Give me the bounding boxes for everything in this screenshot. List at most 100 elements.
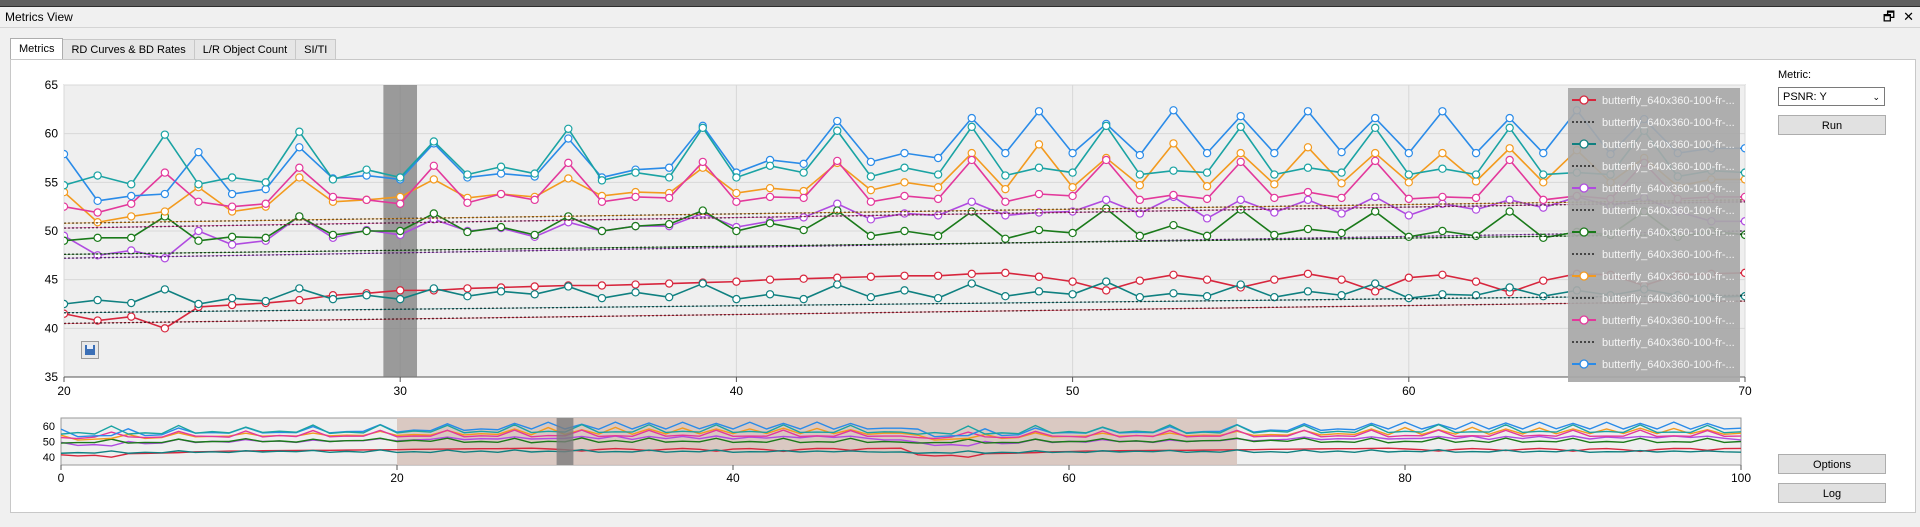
close-icon[interactable]: ✕ xyxy=(1903,9,1914,24)
data-point xyxy=(833,273,842,282)
data-point xyxy=(1236,195,1245,205)
data-point xyxy=(1303,269,1313,279)
data-point xyxy=(396,294,405,304)
data-point xyxy=(597,197,607,206)
data-point xyxy=(1270,193,1279,203)
data-point xyxy=(64,149,69,159)
data-point xyxy=(160,207,170,216)
data-point xyxy=(799,294,808,304)
data-point xyxy=(967,269,976,279)
data-point xyxy=(127,246,136,255)
data-point xyxy=(530,230,539,240)
overview-x-tick-label: 60 xyxy=(1062,471,1076,485)
data-point xyxy=(866,215,876,224)
metric-select[interactable]: PSNR: Y ⌄ xyxy=(1778,87,1885,106)
y-tick-label: 40 xyxy=(45,321,59,335)
data-point xyxy=(160,130,170,139)
save-icon[interactable] xyxy=(81,341,99,359)
data-point xyxy=(1471,231,1481,241)
tab-rd-curves[interactable]: RD Curves & BD Rates xyxy=(62,39,195,60)
data-point xyxy=(1370,113,1380,123)
data-point xyxy=(1135,170,1145,179)
data-point xyxy=(1740,268,1745,278)
data-point xyxy=(1303,195,1313,205)
data-point xyxy=(1135,231,1145,241)
data-point xyxy=(295,212,304,221)
data-point xyxy=(564,174,573,183)
data-point xyxy=(664,163,674,172)
data-point xyxy=(597,281,607,290)
data-point xyxy=(967,148,976,158)
legend: butterfly_640x360-100-fr-... butterfly_64… xyxy=(1568,88,1740,382)
overview-y-tick-label: 60 xyxy=(43,421,55,433)
data-point xyxy=(1068,148,1077,158)
data-point xyxy=(866,197,876,206)
data-point xyxy=(1337,147,1346,157)
data-point xyxy=(1169,270,1178,279)
legend-entry-label: butterfly_640x360-100-fr-... xyxy=(1602,271,1735,283)
data-point xyxy=(1303,224,1313,234)
data-point xyxy=(1438,107,1447,116)
data-point xyxy=(1303,143,1313,152)
run-button[interactable]: Run xyxy=(1778,115,1886,135)
data-point xyxy=(900,191,909,201)
metric-select-value: PSNR: Y xyxy=(1783,91,1827,103)
restore-icon[interactable]: 🗗 xyxy=(1882,9,1896,24)
y-tick-label: 45 xyxy=(45,273,59,287)
data-point xyxy=(362,195,371,205)
data-point xyxy=(1370,207,1380,216)
overview-series-line xyxy=(61,447,1741,458)
data-point xyxy=(93,196,102,206)
data-point xyxy=(429,137,439,146)
data-point xyxy=(1236,122,1245,132)
data-point xyxy=(1169,166,1178,175)
overview-series-line xyxy=(61,423,1741,435)
data-point xyxy=(765,275,775,284)
data-point xyxy=(900,271,909,280)
data-point xyxy=(833,199,842,208)
options-button[interactable]: Options xyxy=(1778,454,1886,474)
data-point xyxy=(328,294,338,304)
data-point xyxy=(967,279,976,288)
data-point xyxy=(1034,225,1044,235)
data-point xyxy=(1303,107,1313,116)
data-point xyxy=(1740,168,1745,177)
overview-y-tick-label: 50 xyxy=(43,437,55,449)
data-point xyxy=(1404,232,1414,242)
data-point xyxy=(799,213,808,222)
data-point xyxy=(194,236,203,245)
tab-metrics[interactable]: Metrics xyxy=(10,38,64,60)
data-point xyxy=(1505,123,1514,133)
data-point xyxy=(866,185,876,195)
metric-label: Metric: xyxy=(1778,69,1811,81)
data-point xyxy=(1438,148,1447,158)
data-point xyxy=(160,324,170,333)
data-point xyxy=(1068,290,1077,299)
data-point xyxy=(64,309,69,318)
data-point xyxy=(227,300,237,310)
data-point xyxy=(1404,273,1414,282)
data-point xyxy=(967,155,976,165)
legend-entry-label: butterfly_640x360-100-fr-... xyxy=(1602,227,1735,239)
data-point xyxy=(160,168,170,177)
metrics-chart[interactable]: 35 40 45 50 55 60 65 20 30 40 50 60 70 butterfly_640… xyxy=(0,60,1760,520)
tab-si-ti[interactable]: SI/TI xyxy=(295,39,337,60)
data-point xyxy=(127,233,136,243)
data-point xyxy=(1135,195,1145,205)
x-tick-label: 70 xyxy=(1738,384,1752,398)
data-point xyxy=(933,153,943,163)
data-point xyxy=(64,299,69,309)
data-point xyxy=(1001,197,1010,206)
legend-swatch-marker xyxy=(1579,227,1589,237)
data-point xyxy=(564,158,573,168)
data-point xyxy=(967,197,976,206)
log-button[interactable]: Log xyxy=(1778,483,1886,503)
legend-entry-label: butterfly_640x360-100-fr-... xyxy=(1602,161,1735,173)
data-point xyxy=(463,227,472,237)
data-point xyxy=(362,165,371,174)
tab-lr-object-count[interactable]: L/R Object Count xyxy=(193,39,297,60)
data-point xyxy=(160,285,170,294)
data-point xyxy=(194,299,203,309)
data-point xyxy=(194,226,203,236)
data-point xyxy=(1202,292,1212,301)
